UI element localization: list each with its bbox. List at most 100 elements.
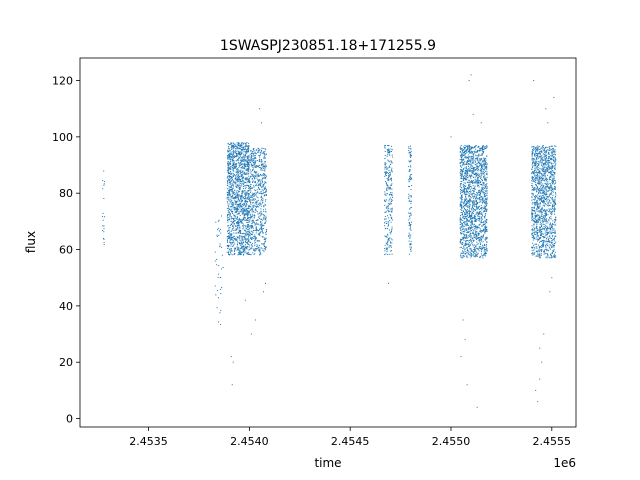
data-point — [471, 146, 473, 148]
data-point — [231, 147, 233, 149]
data-point — [534, 230, 536, 232]
data-point — [480, 174, 482, 176]
data-point — [239, 179, 241, 181]
data-point — [230, 233, 232, 235]
data-point — [248, 179, 250, 181]
data-point — [228, 213, 230, 215]
data-point — [387, 241, 389, 243]
data-point — [384, 175, 386, 177]
data-point — [232, 239, 234, 241]
data-point — [227, 221, 229, 223]
data-point — [484, 160, 486, 162]
data-point — [462, 221, 464, 223]
data-point — [545, 210, 547, 212]
data-point — [250, 227, 252, 229]
data-point — [227, 158, 229, 160]
data-point — [466, 181, 468, 183]
data-point — [253, 184, 255, 186]
data-point — [542, 169, 544, 171]
data-point — [536, 215, 538, 217]
data-point — [239, 227, 241, 229]
data-point — [238, 175, 240, 177]
data-point — [257, 203, 259, 205]
data-point — [467, 181, 469, 183]
data-point — [234, 215, 236, 217]
data-point — [255, 174, 257, 176]
data-point — [263, 158, 265, 160]
data-point — [246, 219, 248, 221]
data-point — [230, 200, 232, 202]
data-point — [388, 239, 390, 241]
data-point — [540, 199, 542, 201]
data-point — [227, 219, 229, 221]
data-point — [391, 154, 393, 156]
data-point — [238, 230, 240, 232]
data-point — [485, 239, 487, 241]
data-point — [264, 203, 266, 205]
data-point — [470, 156, 472, 158]
data-point — [466, 237, 468, 239]
data-point — [252, 176, 254, 178]
data-point — [535, 196, 537, 198]
data-point — [252, 158, 254, 160]
data-point — [254, 178, 256, 180]
data-point — [249, 153, 251, 155]
data-point — [481, 218, 483, 220]
data-point — [477, 198, 479, 200]
data-point — [242, 253, 244, 255]
data-point — [235, 201, 237, 203]
data-point — [241, 219, 243, 221]
data-point — [469, 159, 471, 161]
data-point — [232, 203, 234, 205]
data-point — [387, 244, 389, 246]
data-point — [472, 228, 474, 230]
data-point — [218, 321, 220, 323]
data-point — [460, 222, 462, 224]
data-point — [471, 218, 473, 220]
data-point — [480, 230, 482, 232]
data-point — [474, 233, 476, 235]
data-point — [469, 234, 471, 236]
data-point — [252, 252, 254, 254]
data-point — [463, 239, 465, 241]
data-point — [538, 239, 540, 241]
data-point — [386, 155, 388, 157]
data-point — [470, 196, 472, 198]
data-point — [230, 245, 232, 247]
data-point — [250, 161, 252, 163]
data-point — [234, 164, 236, 166]
data-point — [247, 195, 249, 197]
data-point — [251, 223, 253, 225]
data-point — [478, 194, 480, 196]
data-point — [247, 151, 249, 153]
data-point — [467, 220, 469, 222]
data-point — [469, 228, 471, 230]
data-point — [461, 175, 463, 177]
data-point — [478, 181, 480, 183]
data-point — [469, 243, 471, 245]
data-point — [237, 190, 239, 192]
data-point — [462, 223, 464, 225]
data-point — [234, 249, 236, 251]
data-point — [391, 194, 393, 196]
data-point — [234, 182, 236, 184]
data-point — [468, 195, 470, 197]
data-point — [252, 202, 253, 204]
data-point — [228, 150, 230, 152]
data-point — [230, 196, 232, 198]
data-point — [262, 166, 264, 168]
data-point — [264, 248, 266, 250]
data-point — [486, 241, 488, 243]
data-point — [554, 172, 556, 174]
data-point — [476, 254, 478, 256]
data-point — [239, 203, 241, 205]
data-point — [474, 249, 476, 251]
data-point — [481, 213, 483, 215]
data-point — [385, 182, 387, 184]
data-point — [473, 167, 475, 169]
data-point — [388, 149, 390, 151]
data-point — [478, 155, 480, 157]
data-point — [473, 239, 475, 241]
data-point — [544, 230, 546, 232]
data-point — [234, 145, 236, 147]
